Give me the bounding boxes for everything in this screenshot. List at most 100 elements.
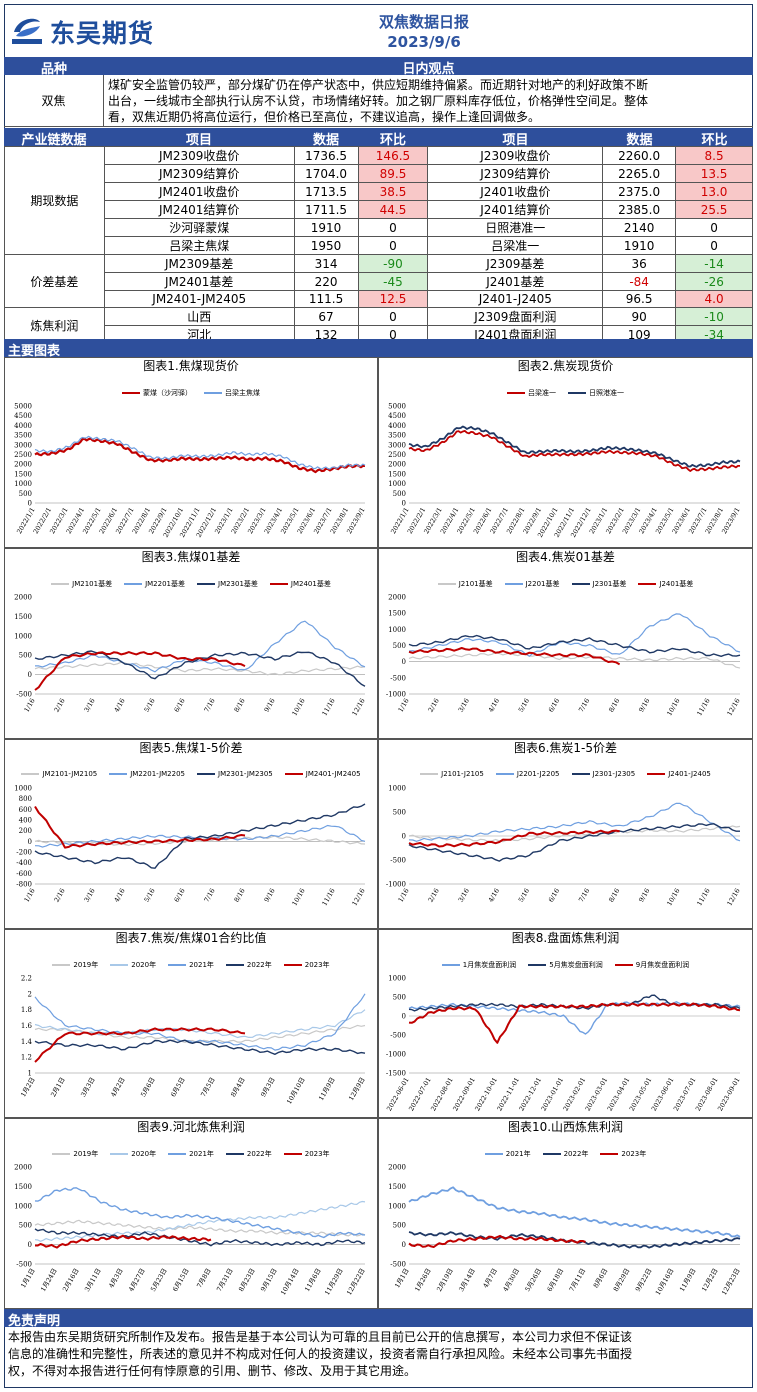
x-tick-label: 6/16 — [172, 697, 186, 714]
group-label: 期现数据 — [4, 146, 105, 255]
chart-panel: 图表7.焦炭/焦煤01合约比值 2019年 2020年 2021年 2022年 2023年… — [4, 929, 378, 1118]
y-tick-label: 1000 — [388, 785, 406, 793]
x-tick-label: 4月30日 — [501, 1267, 521, 1293]
y-tick-label: -800 — [16, 881, 32, 889]
series-line — [408, 823, 740, 862]
x-tick-label: 8月23日 — [237, 1267, 257, 1293]
cell-value-left: 67 — [293, 307, 359, 326]
y-tick-label: 1500 — [388, 610, 406, 618]
group-label: 炼焦利润 — [4, 307, 105, 344]
table-row: JM2401基差 220 -45 J2401基差 -84 -26 — [5, 272, 753, 291]
x-tick-label: 7/16 — [577, 887, 591, 904]
x-tick-label: 10/16 — [665, 887, 681, 907]
y-tick-label: 3500 — [14, 432, 32, 440]
legend-label: 2022年 — [563, 1150, 589, 1158]
y-tick-label: 2000 — [388, 1164, 406, 1172]
legend-entry: J2101-J2105 — [420, 770, 484, 778]
x-tick-label: 12/16 — [725, 887, 741, 907]
y-tick-label: 2000 — [14, 1164, 32, 1172]
cell-item-right: J2401-J2405 — [427, 290, 604, 308]
legend-entry: J2201-J2205 — [495, 770, 560, 778]
cell-item-left: JM2401-JM2405 — [103, 290, 295, 308]
cell-item-right: J2401收盘价 — [427, 182, 604, 201]
y-tick-label: -200 — [16, 849, 32, 857]
cell-value-right: 96.5 — [602, 290, 677, 308]
x-tick-label: 1/16 — [22, 697, 36, 714]
legend-label: 2020年 — [131, 961, 157, 969]
cell-item-left: JM2309结算价 — [103, 164, 295, 183]
legend-label: J2301基差 — [592, 580, 627, 588]
industry-data-table: 期现数据 JM2309收盘价 1736.5 146.5 J2309收盘价 2260.0 8.… — [4, 146, 753, 344]
legend-entry: JM2201基差 — [124, 579, 185, 589]
y-tick-label: 4500 — [14, 412, 32, 420]
y-tick-label: -1500 — [386, 1070, 406, 1078]
x-tick-label: 1月24日 — [39, 1267, 59, 1293]
cell-value-left: 314 — [293, 254, 359, 273]
cell-item-left: 吕梁主焦煤 — [103, 236, 295, 255]
series-line — [34, 661, 366, 676]
charts-header-bar: 主要图表 — [4, 339, 753, 359]
legend-swatch — [21, 773, 40, 775]
cell-item-right: 吕梁准一 — [427, 236, 604, 255]
cell-change-right: -14 — [675, 254, 753, 273]
legend-label: 日照港准一 — [589, 389, 624, 397]
table-row: JM2401结算价 1711.5 44.5 J2401结算价 2385.0 25.5 — [5, 200, 753, 219]
x-tick-label: 8/16 — [607, 887, 621, 904]
chart-title: 图表5.焦煤1-5价差 — [139, 741, 243, 755]
y-tick-label: 500 — [393, 490, 406, 498]
series-line — [408, 1234, 586, 1248]
cell-item-left: 山西 — [103, 307, 295, 326]
legend-entry: 1月焦炭盘面利润 — [441, 960, 516, 970]
legend-entry: 蒙煤（沙河驿） — [122, 388, 192, 398]
viewpoint-variety: 双焦 — [4, 75, 104, 127]
legend-entry: JM2401-JM2405 — [284, 770, 361, 778]
legend-entry: JM2201-JM2205 — [109, 770, 185, 778]
x-tick-label: 2月16日 — [61, 1267, 81, 1293]
x-tick-label: 1月26日 — [413, 1267, 433, 1293]
legend-label: 2019年 — [73, 1150, 99, 1158]
y-tick-label: 1.6 — [21, 1022, 33, 1030]
group-label: 价差基差 — [4, 254, 105, 308]
col-value-right: 数据 — [626, 133, 653, 148]
cell-change-left: 89.5 — [357, 164, 429, 183]
x-tick-label: 11月9日 — [317, 1076, 337, 1102]
chart-title: 图表3.焦煤01基差 — [141, 550, 241, 564]
chart-panel: 图表8.盘面炼焦利润 1月焦炭盘面利润 5月焦炭盘面利润 9月焦炭盘面利润 -1500 -… — [378, 929, 753, 1118]
x-tick-label: 1月1日 — [393, 1267, 411, 1289]
x-tick-label: 8月4日 — [229, 1076, 247, 1098]
legend-entry: JM2301基差 — [197, 579, 258, 589]
x-tick-label: 10/16 — [290, 887, 306, 907]
legend-entry: 2021年 — [168, 1149, 214, 1159]
y-tick-label: -1000 — [386, 1051, 406, 1059]
x-tick-label: 2/16 — [427, 887, 441, 904]
x-tick-label: 3/16 — [82, 887, 96, 904]
x-tick-label: 9月15日 — [259, 1267, 279, 1293]
y-tick-label: 0 — [28, 838, 32, 846]
y-tick-label: 1500 — [14, 1183, 32, 1191]
y-tick-label: 1000 — [14, 480, 32, 488]
x-tick-label: 3/16 — [457, 887, 471, 904]
cell-item-left: JM2401收盘价 — [103, 182, 295, 201]
y-tick-label: 2000 — [14, 461, 32, 469]
legend-swatch — [542, 1153, 561, 1155]
cell-change-left: 0 — [357, 218, 429, 237]
legend-swatch — [484, 1153, 503, 1155]
legend-entry: J2401基差 — [638, 579, 693, 589]
x-tick-label: 7月8日 — [195, 1267, 213, 1289]
legend-entry: 2020年 — [110, 960, 156, 970]
legend-entry: 2019年 — [52, 960, 98, 970]
x-tick-label: 8/16 — [232, 697, 246, 714]
legend-entry: JM2401基差 — [269, 579, 331, 589]
legend-label: 蒙煤（沙河驿） — [143, 389, 192, 397]
series-line — [34, 824, 366, 848]
legend-entry: 2021年 — [168, 960, 214, 970]
cell-item-right: J2309基差 — [427, 254, 604, 273]
series-line — [408, 1186, 741, 1238]
series-line — [34, 1039, 366, 1056]
brand-name: 东吴期货 — [50, 19, 155, 48]
y-tick-label: 2000 — [14, 594, 32, 602]
x-tick-label: 11月6日 — [303, 1267, 323, 1293]
chart-panel: 图表3.焦煤01基差 JM2101基差 JM2201基差 JM2301基差 JM2401… — [4, 548, 378, 739]
chart-legend: JM2101基差 JM2201基差 JM2301基差 JM2401基差 — [5, 579, 377, 589]
report-date: 2023/9/6 — [387, 33, 461, 51]
